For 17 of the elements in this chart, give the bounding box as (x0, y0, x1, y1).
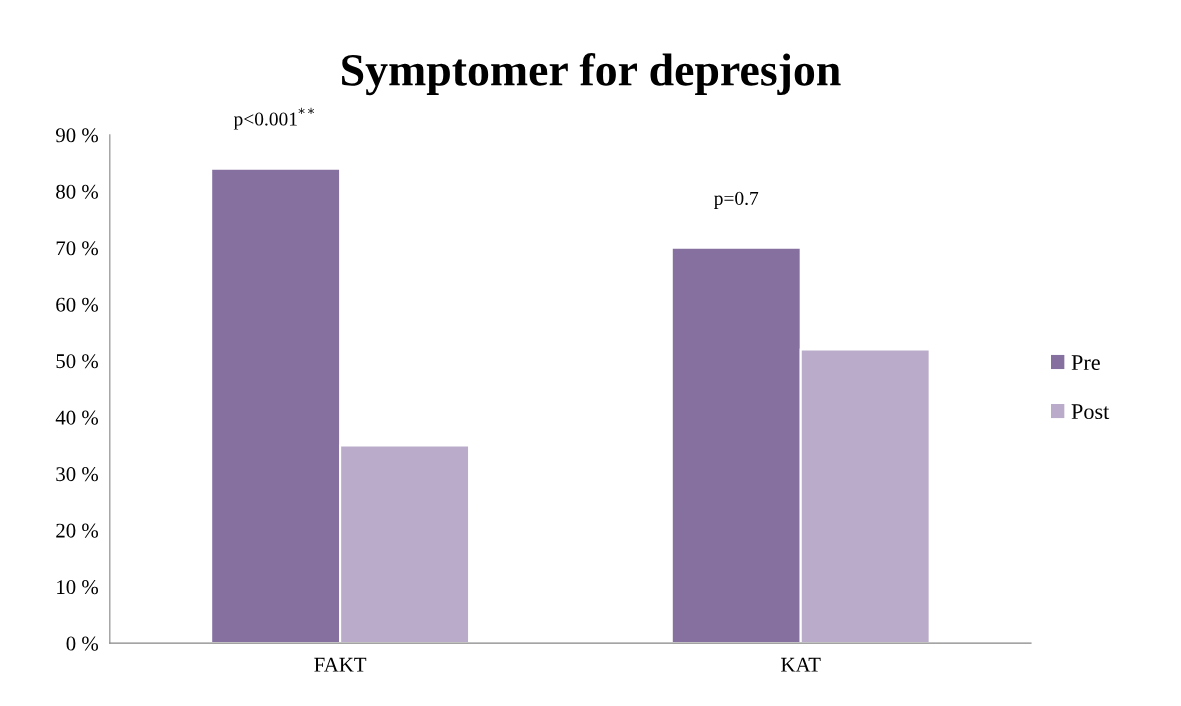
x-tick-label: KAT (781, 657, 821, 672)
annotation: p=0.7 (714, 191, 759, 209)
legend-label: Pre (1071, 355, 1100, 371)
text: p<0.001$^{**}$ (233, 107, 315, 130)
y-tick-label: 90 % (56, 128, 99, 143)
y-tick-label: 0 % (66, 636, 99, 651)
chart-title: Symptomer for depresjon (342, 53, 841, 96)
y-tick-label: 20 % (56, 523, 99, 538)
y-tick-label: 60 % (56, 297, 99, 312)
y-tick-label: 40 % (55, 410, 99, 425)
y-tick-label: 70 % (56, 241, 99, 256)
x-tick-label: FAKT (314, 657, 367, 672)
y-tick-label: 10 % (57, 580, 99, 595)
y-tick-label: 30 % (56, 467, 99, 482)
legend-label: Post (1071, 404, 1110, 420)
y-tick-label: 50 % (56, 354, 99, 369)
y-tick-label: 80 % (56, 184, 99, 199)
